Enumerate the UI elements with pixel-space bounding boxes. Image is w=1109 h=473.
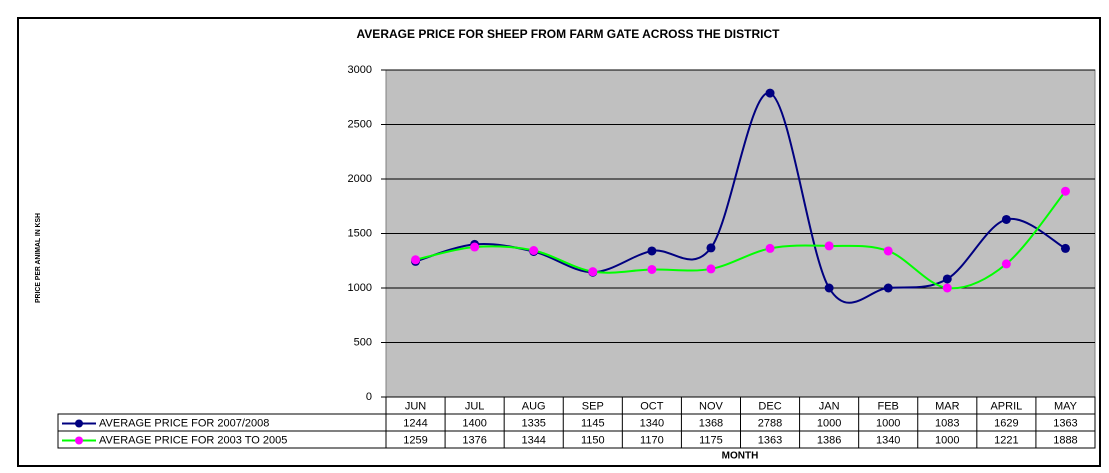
table-value: 1244 [403,417,427,429]
x-tick-label: DEC [758,400,781,412]
table-value: 1629 [994,417,1018,429]
table-value: 1083 [935,417,959,429]
y-tick-label: 2000 [348,173,372,185]
y-axis-title: PRICE PER ANIMAL IN KSH [35,213,42,303]
table-value: 1368 [699,417,723,429]
table-value: 1376 [462,434,486,446]
data-point [470,242,480,252]
y-tick-label: 0 [366,391,372,403]
table-value: 1400 [462,417,486,429]
y-tick-label: 2500 [348,118,372,130]
data-point [1001,259,1011,269]
table-value: 1145 [581,417,605,429]
data-point [706,264,716,274]
x-tick-label: NOV [699,400,724,412]
table-value: 1335 [521,417,545,429]
table-value: 1000 [876,417,900,429]
data-point [529,246,539,256]
table-value: 1259 [403,434,427,446]
data-point [942,283,952,293]
data-point [765,243,775,253]
table-value: 1340 [640,417,664,429]
legend-marker [75,419,83,428]
data-point [706,243,716,253]
legend-label: AVERAGE PRICE FOR 2007/2008 [99,417,269,429]
table-value: 1340 [876,434,900,446]
data-point [942,274,952,284]
y-tick-label: 3000 [348,64,372,76]
data-point [1001,214,1011,224]
y-tick-label: 500 [354,336,372,348]
data-point [647,246,657,256]
y-tick-label: 1500 [348,227,372,239]
table-value: 1386 [817,434,841,446]
x-tick-label: MAR [935,400,960,412]
table-value: 1344 [521,434,545,446]
data-point [883,283,893,293]
table-value: 1000 [817,417,841,429]
data-point [1060,243,1070,253]
table-value: 1363 [758,434,782,446]
x-tick-label: OCT [640,400,664,412]
data-point [588,267,598,277]
x-axis-title: MONTH [722,451,759,462]
x-tick-label: JAN [819,400,840,412]
x-tick-label: MAY [1054,400,1078,412]
table-value: 1888 [1053,434,1077,446]
data-point [411,255,421,265]
data-point [824,283,834,293]
data-point [883,246,893,256]
data-point [824,241,834,251]
table-value: 1221 [994,434,1018,446]
table-value: 2788 [758,417,782,429]
x-tick-label: JUL [465,400,485,412]
data-point [647,264,657,274]
table-value: 1170 [640,434,664,446]
table-value: 1000 [935,434,959,446]
x-tick-label: FEB [878,400,899,412]
legend-marker [75,436,83,445]
x-tick-label: JUN [405,400,426,412]
data-point [1060,186,1070,196]
chart-title: AVERAGE PRICE FOR SHEEP FROM FARM GATE A… [357,27,781,41]
y-tick-label: 1000 [348,282,372,294]
legend-label: AVERAGE PRICE FOR 2003 TO 2005 [99,434,287,446]
x-tick-label: APRIL [990,400,1022,412]
x-tick-label: SEP [582,400,604,412]
data-point [765,88,775,98]
table-value: 1363 [1053,417,1077,429]
x-tick-label: AUG [522,400,546,412]
table-value: 1175 [699,434,723,446]
table-value: 1150 [581,434,605,446]
